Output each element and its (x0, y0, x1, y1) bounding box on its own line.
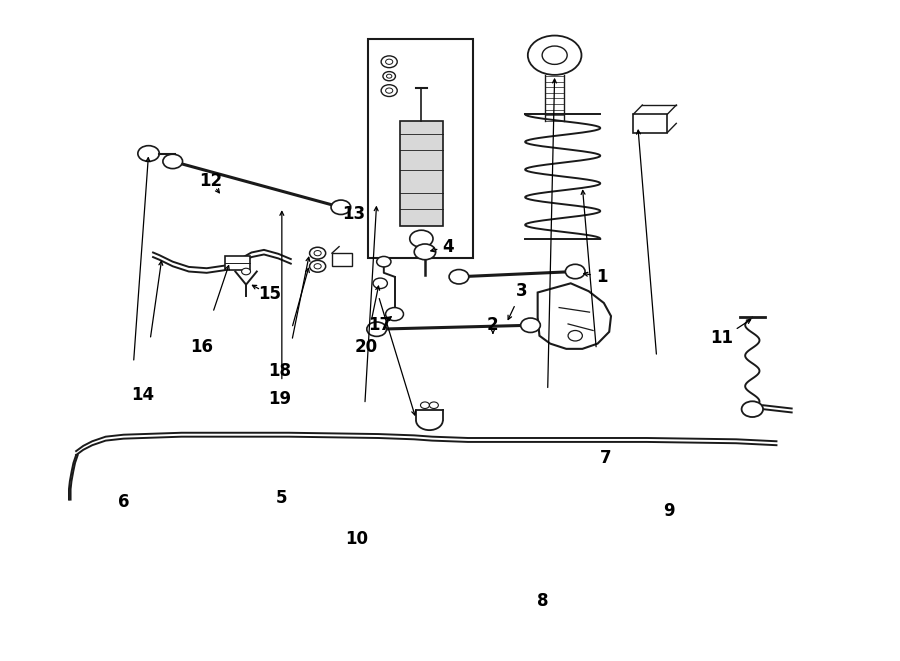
Text: 14: 14 (130, 386, 154, 404)
Bar (400, 121, 443, 225)
Circle shape (420, 402, 429, 408)
Bar (225, 256, 249, 270)
Circle shape (310, 260, 326, 272)
Text: 7: 7 (599, 449, 611, 467)
Text: 2: 2 (487, 316, 499, 334)
Circle shape (381, 85, 397, 97)
Text: 20: 20 (355, 338, 377, 356)
Circle shape (374, 278, 387, 289)
Circle shape (331, 200, 351, 214)
Text: 9: 9 (663, 502, 675, 520)
Circle shape (163, 154, 183, 169)
Text: 11: 11 (710, 329, 734, 348)
Bar (332, 253, 352, 266)
Circle shape (542, 46, 567, 64)
Circle shape (521, 318, 540, 332)
Text: 12: 12 (199, 172, 222, 190)
Circle shape (367, 322, 386, 336)
Circle shape (385, 88, 392, 93)
Circle shape (429, 402, 438, 408)
Circle shape (385, 59, 392, 64)
Circle shape (382, 71, 395, 81)
Text: 10: 10 (346, 530, 368, 548)
Bar (368, 39, 473, 258)
Text: 13: 13 (342, 205, 365, 223)
Text: 4: 4 (443, 237, 454, 256)
Circle shape (377, 256, 391, 267)
Bar (634, 114, 668, 133)
Circle shape (414, 244, 436, 260)
Circle shape (314, 264, 321, 269)
Circle shape (310, 247, 326, 259)
Circle shape (568, 330, 582, 341)
Circle shape (527, 36, 581, 75)
Circle shape (410, 230, 433, 247)
Circle shape (314, 251, 321, 256)
Circle shape (138, 145, 159, 161)
Text: 6: 6 (118, 493, 130, 511)
Text: 1: 1 (597, 268, 608, 286)
Circle shape (385, 307, 403, 321)
Circle shape (565, 264, 585, 279)
Text: 5: 5 (276, 488, 288, 506)
Text: 16: 16 (190, 338, 212, 356)
Circle shape (241, 268, 250, 275)
Circle shape (381, 56, 397, 67)
Text: 3: 3 (516, 282, 527, 300)
Text: 17: 17 (369, 316, 392, 334)
Text: 19: 19 (268, 391, 292, 408)
Text: 18: 18 (268, 362, 292, 380)
Text: 15: 15 (257, 286, 281, 303)
Circle shape (449, 270, 469, 284)
Circle shape (742, 401, 763, 417)
Text: 8: 8 (537, 592, 549, 609)
Circle shape (386, 74, 391, 78)
